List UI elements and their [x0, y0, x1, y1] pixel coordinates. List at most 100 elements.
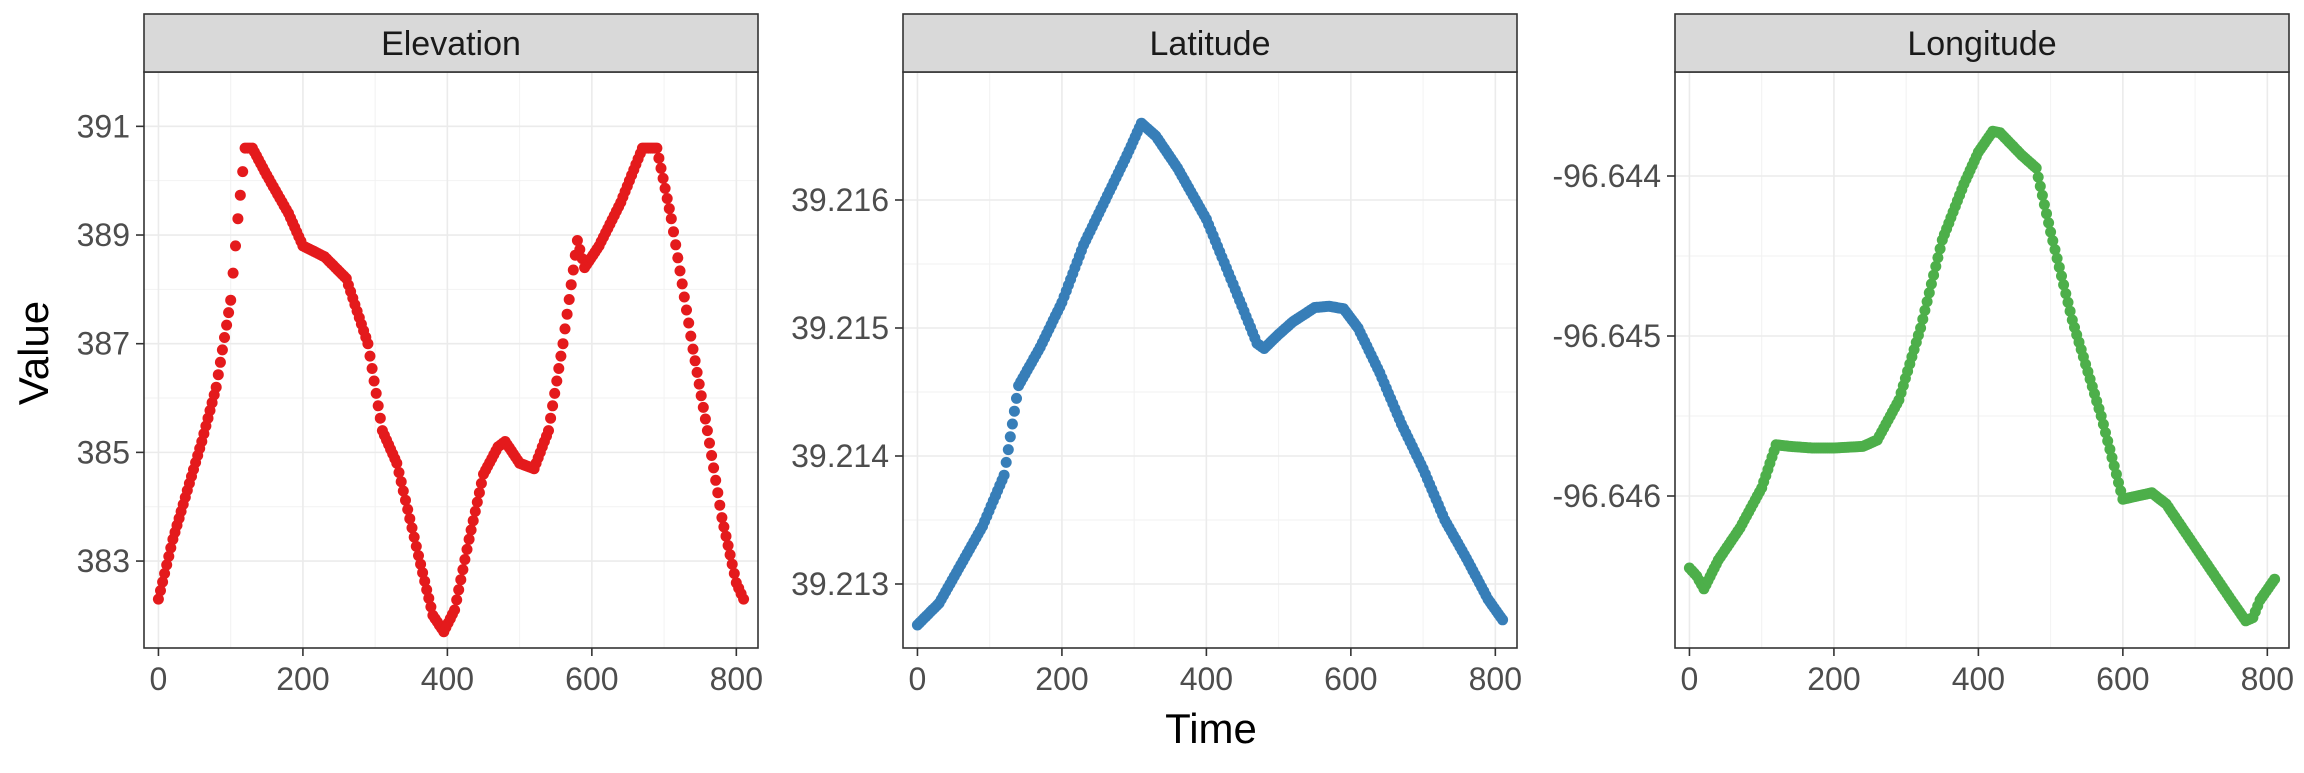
data-point [374, 412, 386, 424]
strip-label: Elevation [381, 25, 521, 63]
data-point [2043, 217, 2055, 229]
panel-background [903, 72, 1517, 648]
data-point [219, 332, 230, 343]
y-tick-label: 39.215 [791, 310, 889, 346]
strip-label: Longitude [1907, 25, 2056, 63]
data-point [683, 317, 695, 329]
data-point [708, 462, 720, 474]
data-point [2030, 162, 2042, 174]
data-point [2051, 252, 2063, 264]
data-point [397, 485, 409, 497]
y-tick-label: -96.644 [1552, 158, 1661, 194]
x-tick-label: 800 [710, 661, 763, 697]
x-tick-label: 0 [909, 661, 927, 697]
data-point [676, 278, 688, 290]
data-point [459, 554, 471, 565]
data-point [1925, 278, 1937, 290]
data-point [701, 425, 713, 437]
facet-latitude: 0 200 400 600 800 39.213 39.214 39.215 39.216 Lat… [791, 13, 1522, 697]
data-point [2097, 418, 2109, 430]
data-point [419, 575, 431, 587]
data-point [237, 166, 249, 178]
data-point [413, 550, 424, 562]
data-point [1923, 287, 1935, 299]
data-point [704, 437, 715, 449]
data-point [457, 564, 469, 576]
data-point [421, 584, 433, 596]
data-point [712, 487, 724, 499]
data-point [738, 593, 750, 605]
data-point [2102, 435, 2114, 447]
y-tick-label: 387 [77, 326, 130, 362]
data-point [2110, 468, 2122, 480]
strip-background [1674, 13, 2290, 73]
strip-label: Latitude [1150, 25, 1271, 63]
data-point [571, 235, 583, 246]
data-point [234, 189, 246, 201]
data-point [663, 203, 675, 215]
data-point [697, 401, 709, 413]
data-point [463, 533, 475, 545]
data-point [689, 355, 701, 367]
data-point [2047, 235, 2059, 247]
data-point [710, 474, 722, 486]
data-point [391, 457, 403, 469]
data-point [467, 515, 479, 527]
data-point [165, 542, 177, 554]
strip-background [143, 13, 759, 73]
data-point [1928, 269, 1940, 281]
data-point [223, 307, 235, 319]
x-tick-label: 400 [1180, 661, 1233, 697]
data-point [674, 265, 686, 277]
data-point [227, 267, 239, 279]
data-point [364, 350, 376, 362]
data-point [362, 338, 374, 350]
data-point [691, 366, 703, 378]
data-point [406, 522, 418, 534]
data-point [557, 338, 569, 350]
data-point [212, 369, 224, 381]
data-points [1683, 125, 2281, 627]
data-point [410, 540, 422, 552]
y-tick-label: 391 [77, 108, 130, 144]
data-point [425, 601, 437, 613]
data-point [473, 487, 485, 499]
facet-elevation: 0 200 400 600 800 383 385 387 389 391 Elevation [77, 13, 763, 697]
data-point [366, 363, 378, 374]
y-tick-label: 39.214 [791, 438, 889, 474]
data-point [1932, 252, 1944, 264]
x-tick-label: 400 [421, 661, 474, 697]
data-point [699, 413, 711, 425]
data-point [714, 499, 726, 511]
data-point [163, 550, 175, 562]
data-point [2032, 171, 2044, 183]
y-tick-label: -96.645 [1552, 318, 1661, 354]
data-point [402, 503, 414, 515]
data-point [2062, 296, 2074, 308]
data-point [455, 574, 467, 586]
data-point [998, 469, 1010, 481]
y-tick-label: -96.646 [1552, 478, 1661, 514]
data-point [417, 567, 429, 579]
x-tick-label: 800 [2241, 661, 2294, 697]
data-point [465, 524, 477, 536]
data-point [687, 343, 699, 355]
data-point [726, 558, 738, 570]
x-tick-label: 800 [1469, 661, 1522, 697]
data-point [1497, 614, 1509, 626]
data-point [657, 172, 669, 184]
data-point [716, 512, 728, 524]
data-point [2108, 460, 2120, 472]
data-point [2095, 410, 2107, 422]
data-point [1934, 243, 1946, 255]
data-point [563, 294, 575, 305]
data-point [665, 213, 677, 225]
data-point [678, 291, 690, 303]
data-point [1000, 456, 1012, 468]
data-point [423, 592, 435, 604]
x-tick-label: 600 [2096, 661, 2149, 697]
data-point [718, 521, 730, 533]
data-point [1002, 444, 1014, 456]
data-point [1006, 418, 1018, 430]
